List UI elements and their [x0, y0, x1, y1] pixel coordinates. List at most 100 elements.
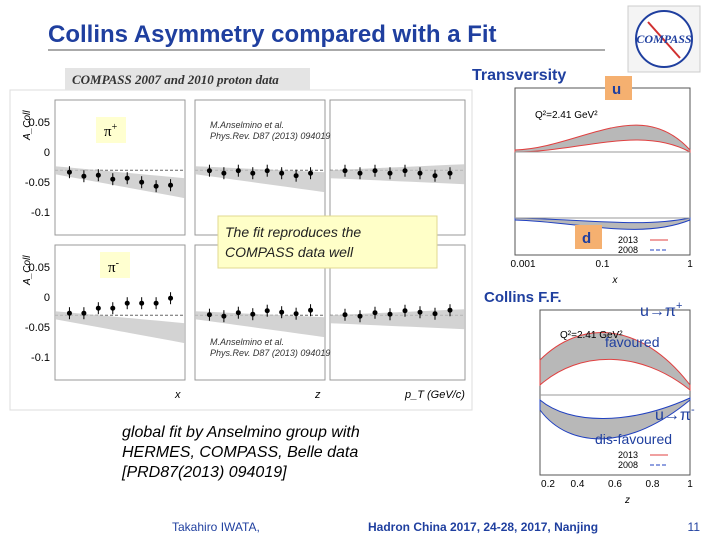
y-axis-label: A_Coll: [22, 110, 33, 141]
citation: Phys.Rev. D87 (2013) 094019: [210, 131, 330, 141]
y-tick-label: -0.1: [31, 352, 50, 364]
charge: +: [676, 300, 682, 312]
callout-box: [217, 215, 438, 269]
data-point: [206, 312, 212, 318]
disfav-note: dis-favoured: [595, 431, 672, 447]
y-tick-label: 0.05: [29, 262, 50, 274]
band-fav: [539, 332, 691, 392]
pion-plus: π+: [104, 122, 118, 140]
data-point: [308, 170, 314, 176]
charge: -: [116, 258, 119, 269]
footer-event: Hadron China 2017, 24-28, 2017, Nanjing: [368, 520, 598, 534]
data-point: [264, 308, 270, 314]
d-label: d: [582, 230, 591, 247]
transversity-title: Transversity: [472, 67, 566, 84]
x-axis-label: x: [612, 275, 619, 286]
data-point: [81, 173, 87, 179]
legend-label: 2013: [618, 235, 638, 245]
fit-band: [55, 311, 185, 344]
data-point: [206, 168, 212, 174]
band-u: [514, 124, 691, 153]
data-point: [417, 309, 423, 315]
x-tick-label: 0.001: [510, 259, 535, 270]
y-tick-label: -0.1: [31, 207, 50, 219]
fit-band: [195, 166, 325, 193]
x-axis-label: p_T (GeV/c): [404, 389, 465, 401]
data-point: [342, 168, 348, 174]
footer-author: Takahiro IWATA,: [172, 520, 260, 534]
x-tick-label: 1: [687, 479, 693, 490]
y-tick-label: 0.05: [29, 117, 50, 129]
data-point: [95, 305, 101, 311]
logo-text: COMPASS: [636, 32, 691, 46]
citation: M.Anselmino et al.: [210, 120, 284, 130]
data-point: [153, 183, 159, 189]
x-axis-label: z: [314, 389, 321, 401]
note: HERMES, COMPASS, Belle data: [122, 444, 358, 461]
legend-label: 2008: [618, 245, 638, 255]
y-tick-label: 0: [44, 147, 50, 159]
data-point: [387, 170, 393, 176]
data-point: [153, 300, 159, 306]
pion-minus: π-: [108, 258, 119, 276]
page-number: 11: [688, 520, 701, 534]
data-point: [279, 170, 285, 176]
label-box: [96, 117, 126, 143]
y-tick-label: -0.05: [25, 322, 50, 334]
symbol: u→π: [655, 407, 691, 424]
data-point: [447, 170, 453, 176]
citation: Phys.Rev. D87 (2013) 094019: [210, 348, 330, 358]
data-point: [168, 182, 174, 188]
data-point: [250, 170, 256, 176]
x-tick-label: 0.2: [541, 479, 555, 490]
symbol: u→π: [640, 303, 676, 320]
caption-box: [65, 68, 310, 90]
data-point: [372, 168, 378, 174]
band-disfav: [539, 397, 691, 440]
u-box: [605, 76, 632, 100]
fav-note: favoured: [605, 334, 659, 350]
title: Collins Asymmetry compared with a Fit: [48, 21, 497, 48]
data-point: [279, 309, 285, 315]
label-box: [100, 252, 130, 278]
data-point: [402, 168, 408, 174]
charge: +: [112, 122, 118, 133]
data-point: [447, 307, 453, 313]
data-point: [432, 173, 438, 179]
data-point: [357, 313, 363, 319]
d-box: [575, 225, 602, 249]
x-tick-label: 0.1: [596, 259, 610, 270]
note: global fit by Anselmino group with: [122, 424, 360, 441]
data-point: [81, 310, 87, 316]
symbol: π: [104, 124, 112, 140]
data-point: [168, 295, 174, 301]
data-point: [110, 305, 116, 311]
data-point: [250, 311, 256, 317]
data-point: [235, 168, 241, 174]
logo: COMPASS: [627, 5, 701, 73]
x-tick-label: 0.4: [571, 479, 585, 490]
scale-label: Q²=2.41 GeV²: [535, 110, 598, 121]
x-axis-label: x: [174, 389, 181, 401]
x-tick-label: 1: [687, 259, 693, 270]
data-point: [342, 312, 348, 318]
x-tick-label: 0.6: [608, 479, 622, 490]
y-tick-label: -0.05: [25, 177, 50, 189]
citation: M.Anselmino et al.: [210, 337, 284, 347]
y-axis-label: A_Coll: [22, 255, 33, 286]
data-point: [264, 168, 270, 174]
data-point: [139, 179, 145, 185]
data-point: [221, 313, 227, 319]
data-point: [139, 300, 145, 306]
fav-label: u→π+: [640, 300, 682, 320]
legend-label: 2008: [618, 460, 638, 470]
fit-band: [330, 309, 465, 330]
data-point: [372, 310, 378, 316]
callout: COMPASS data well: [225, 244, 354, 260]
data-point: [221, 170, 227, 176]
data-point: [110, 176, 116, 182]
data-point: [357, 170, 363, 176]
